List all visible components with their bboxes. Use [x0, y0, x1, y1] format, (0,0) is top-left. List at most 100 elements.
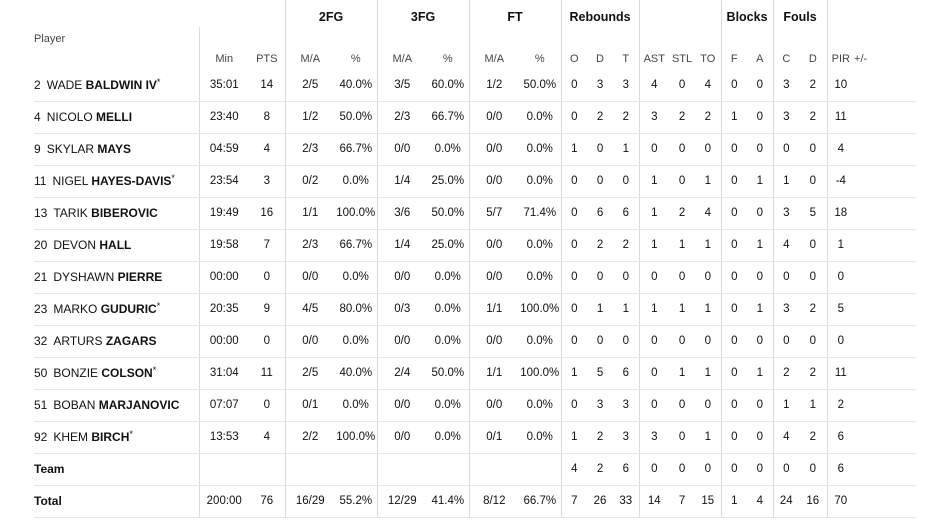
- 3fg-made-attempted-cell: 3/6: [377, 197, 428, 230]
- col-header-plus-minus: +/-: [854, 53, 868, 65]
- blocks-against-cell: 0: [747, 261, 774, 294]
- plus-minus-cell: [854, 69, 917, 102]
- 3fg-pct-cell: 66.7%: [427, 101, 470, 134]
- total-turnovers-cell: 15: [695, 485, 722, 518]
- pir-cell: 0: [827, 325, 855, 358]
- total-3fg-pct-cell: 41.4%: [427, 485, 470, 518]
- total-rebounds-cell: 0: [613, 165, 640, 198]
- blocks-for-cell: 0: [721, 229, 748, 262]
- turnovers-cell: 1: [695, 165, 722, 198]
- total-row: Total 200:00 76 16/29 55.2% 12/29 41.4% 8/12 66.…: [34, 485, 917, 518]
- col-header-pir: PIR: [831, 53, 850, 65]
- turnovers-cell: 0: [695, 389, 722, 422]
- off-rebounds-cell: 0: [561, 101, 588, 134]
- off-rebounds-cell: 0: [561, 197, 588, 230]
- def-rebounds-cell: 2: [587, 101, 614, 134]
- 2fg-pct-cell: 66.7%: [335, 133, 378, 166]
- blocks-against-cell: 0: [747, 389, 774, 422]
- 3fg-pct-cell: 0.0%: [427, 389, 470, 422]
- pir-cell: 0: [827, 261, 855, 294]
- plus-minus-cell: [854, 357, 917, 390]
- 2fg-made-attempted-cell: 0/0: [285, 325, 336, 358]
- group-header-3fg: 3FG: [377, 0, 470, 27]
- player-last-name: GUDURIC: [100, 302, 157, 316]
- steals-cell: 0: [669, 325, 696, 358]
- col-header-ast: AST: [643, 53, 665, 65]
- ft-made-attempted-cell: 0/0: [469, 229, 520, 262]
- group-header-row: 2FG 3FG FT Rebounds Blocks Fouls: [34, 0, 916, 27]
- plus-minus-cell: [854, 261, 917, 294]
- def-rebounds-cell: 2: [587, 229, 614, 262]
- blocks-for-cell: 0: [721, 325, 748, 358]
- col-header-ft-pct: %: [519, 27, 562, 69]
- turnovers-cell: 4: [695, 197, 722, 230]
- steals-cell: 0: [669, 69, 696, 102]
- fouls-drawn-cell: 0: [799, 229, 828, 262]
- group-header-blocks: Blocks: [721, 0, 774, 27]
- total-label: Total: [34, 485, 200, 518]
- total-steals-cell: 7: [669, 485, 696, 518]
- team-total-rebounds-cell: 6: [613, 453, 640, 486]
- blocks-against-cell: 1: [747, 165, 774, 198]
- col-header-reb-d: D: [596, 53, 604, 65]
- 3fg-made-attempted-cell: 2/3: [377, 101, 428, 134]
- blocks-for-cell: 0: [721, 421, 748, 454]
- total-def-rebounds-cell: 26: [587, 485, 614, 518]
- ft-pct-cell: 0.0%: [519, 229, 562, 262]
- minutes-cell: 13:53: [199, 421, 249, 454]
- ft-made-attempted-cell: 0/1: [469, 421, 520, 454]
- ft-made-attempted-cell: 0/0: [469, 325, 520, 358]
- steals-cell: 2: [669, 197, 696, 230]
- assists-cell: 1: [639, 229, 670, 262]
- total-points-cell: 76: [249, 485, 286, 518]
- team-points-cell: [249, 453, 286, 486]
- plus-minus-cell: [854, 421, 917, 454]
- turnovers-cell: 1: [695, 229, 722, 262]
- team-ft-made-attempted-cell: [469, 453, 520, 486]
- player-name-cell: 2 WADE BALDWIN IV*: [34, 69, 200, 102]
- team-3fg-made-attempted-cell: [377, 453, 428, 486]
- player-row: 32 ARTURS ZAGARS 00:00 0 0/0 0.0% 0/0 0.0% 0/0 0.…: [34, 325, 917, 358]
- player-row: 50 BONZIE COLSON* 31:04 11 2/5 40.0% 2/4 50.0% 1…: [34, 357, 917, 390]
- assists-cell: 3: [639, 421, 670, 454]
- ft-pct-cell: 0.0%: [519, 101, 562, 134]
- player-last-name: MELLI: [96, 110, 133, 124]
- assists-cell: 0: [639, 389, 670, 422]
- team-fouls-committed-cell: 0: [773, 453, 800, 486]
- col-header-to: TO: [695, 27, 722, 69]
- off-rebounds-cell: 0: [561, 293, 588, 326]
- assists-cell: 4: [639, 69, 670, 102]
- minutes-cell: 19:58: [199, 229, 249, 262]
- player-name-cell: 20 DEVON HALL: [34, 229, 200, 262]
- total-rebounds-cell: 2: [613, 101, 640, 134]
- total-minutes-cell: 200:00: [199, 485, 249, 518]
- points-cell: 7: [249, 229, 286, 262]
- player-first-name: DYSHAWN: [53, 270, 115, 284]
- fouls-drawn-cell: 0: [799, 261, 828, 294]
- minutes-cell: 31:04: [199, 357, 249, 390]
- ft-made-attempted-cell: 1/1: [469, 293, 520, 326]
- blocks-for-cell: 0: [721, 293, 748, 326]
- 2fg-pct-cell: 100.0%: [335, 421, 378, 454]
- 2fg-made-attempted-cell: 4/5: [285, 293, 336, 326]
- pir-cell: 2: [827, 389, 855, 422]
- 3fg-made-attempted-cell: 3/5: [377, 69, 428, 102]
- points-cell: 11: [249, 357, 286, 390]
- starter-marker: *: [156, 301, 161, 311]
- pir-cell: 6: [827, 421, 855, 454]
- col-header-stl: STL: [671, 53, 693, 65]
- fouls-committed-cell: 3: [773, 293, 800, 326]
- player-number: 20: [34, 238, 48, 252]
- minutes-cell: 20:35: [199, 293, 249, 326]
- ft-pct-cell: 0.0%: [519, 389, 562, 422]
- player-first-name: ARTURS: [53, 334, 103, 348]
- player-name-cell: 32 ARTURS ZAGARS: [34, 325, 200, 358]
- ft-pct-cell: 0.0%: [519, 261, 562, 294]
- turnovers-cell: 0: [695, 133, 722, 166]
- fouls-drawn-cell: 2: [799, 421, 828, 454]
- player-last-name: BALDWIN IV: [85, 77, 157, 92]
- player-number: 9: [34, 142, 41, 156]
- 3fg-made-attempted-cell: 0/0: [377, 325, 428, 358]
- team-row: Team 4 2 6 0 0 0 0 0 0 0 6: [34, 453, 917, 486]
